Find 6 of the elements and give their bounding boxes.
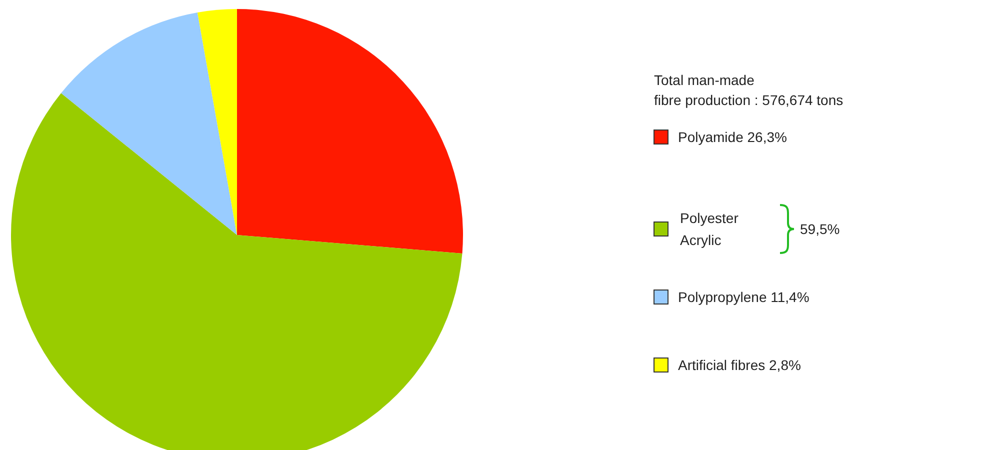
legend-label: Polypropylene 11,4% bbox=[678, 289, 810, 305]
legend-label: Polyamide 26,3% bbox=[678, 129, 787, 145]
legend-label: Artificial fibres 2,8% bbox=[678, 357, 801, 373]
legend-label: Polyester Acrylic bbox=[680, 210, 739, 248]
data-label: 59,5% bbox=[800, 221, 840, 237]
legend-title: Total man-made fibre production : 576,674 tons bbox=[654, 72, 844, 108]
